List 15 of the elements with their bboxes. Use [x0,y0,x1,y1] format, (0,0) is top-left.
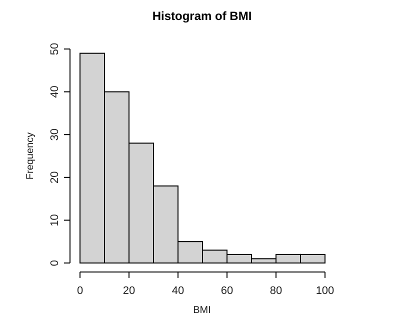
x-tick-label: 100 [316,285,334,297]
y-tick-label: 50 [49,42,61,56]
y-tick-label: 30 [49,128,61,141]
y-tick-label: 10 [49,214,61,226]
y-tick-label: 20 [49,171,61,184]
x-axis-title: BMI [193,305,211,316]
x-tick-label: 40 [172,285,184,297]
x-tick-label: 20 [122,285,136,297]
x-tick-label: 0 [76,285,84,297]
y-tick-label: 0 [49,260,61,266]
x-tick-label: 60 [220,285,234,297]
chart-title: Histogram of BMI [152,9,252,23]
y-axis-title: Frequency [25,132,36,180]
y-tick-label: 40 [49,86,61,98]
x-tick-label: 80 [270,285,282,297]
